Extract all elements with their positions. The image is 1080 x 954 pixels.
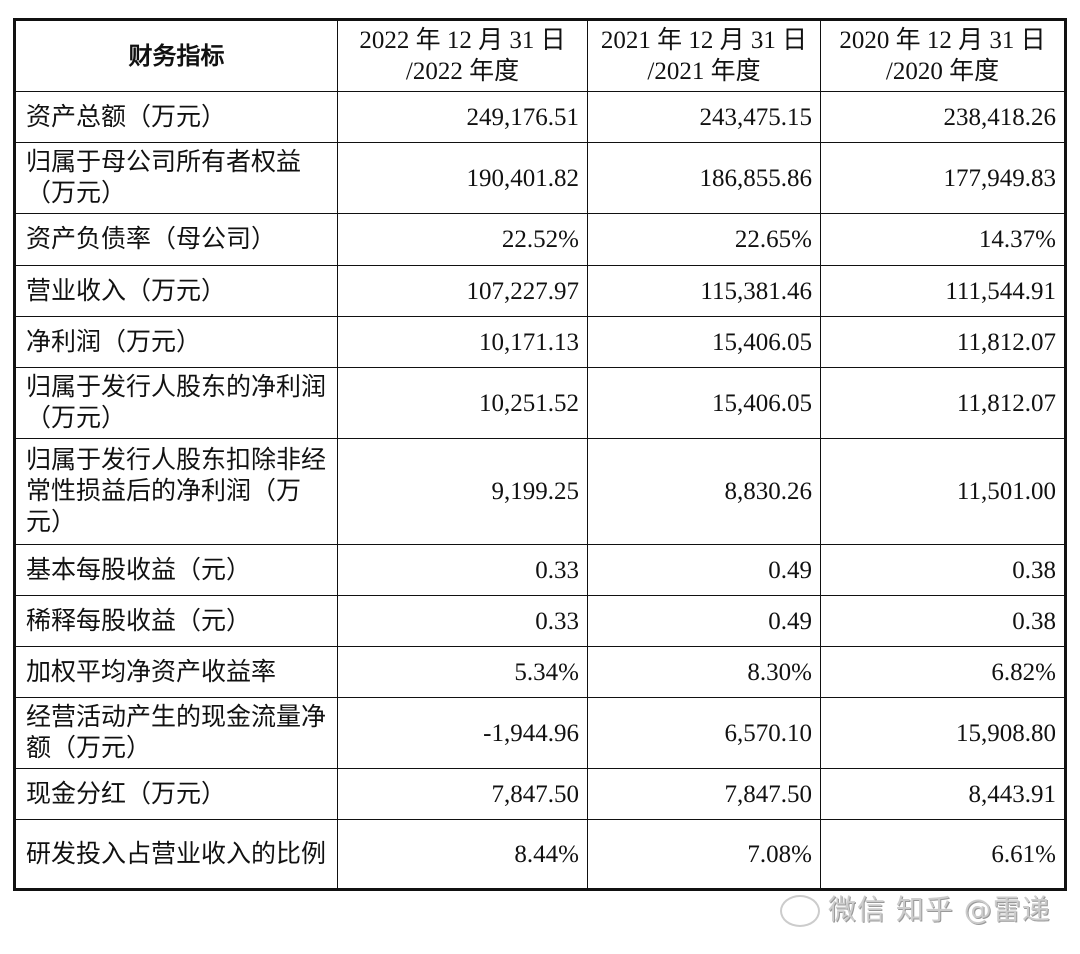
row-value-2021: 8.30% [587, 646, 821, 698]
row-value-2022: 0.33 [337, 544, 588, 596]
table-row: 稀释每股收益（元） 0.33 0.49 0.38 [14, 595, 1066, 647]
row-label: 稀释每股收益（元） [14, 595, 338, 647]
row-value-2022: 7,847.50 [337, 768, 588, 820]
header-2020-line2: /2020 年度 [885, 58, 1000, 85]
row-value-2021: 0.49 [587, 595, 821, 647]
row-value-2020: 238,418.26 [820, 91, 1066, 143]
row-value-2022: 22.52% [337, 213, 588, 266]
header-2021: 2021 年 12 月 31 日/2021 年度 [587, 19, 821, 92]
header-row: 财务指标 2022 年 12 月 31 日/2022 年度 2021 年 12 … [14, 19, 1066, 92]
watermark: 微信 知乎 @雷递 [780, 888, 1051, 928]
row-value-2022: 0.33 [337, 595, 588, 647]
header-2021-line2: /2021 年度 [647, 58, 761, 85]
table-row: 加权平均净资产收益率 5.34% 8.30% 6.82% [14, 646, 1066, 698]
row-value-2022: 249,176.51 [337, 91, 588, 143]
row-value-2020: 0.38 [820, 544, 1066, 596]
row-value-2021: 15,406.05 [587, 316, 821, 368]
table-row: 归属于发行人股东扣除非经常性损益后的净利润（万元） 9,199.25 8,830.2… [14, 438, 1066, 545]
row-label: 营业收入（万元） [14, 265, 338, 317]
financial-indicators-table: 财务指标 2022 年 12 月 31 日/2022 年度 2021 年 12 … [13, 18, 1067, 891]
table-row: 资产总额（万元） 249,176.51 243,475.15 238,418.26 [14, 91, 1066, 143]
row-value-2021: 115,381.46 [587, 265, 821, 317]
row-value-2020: 15,908.80 [820, 697, 1066, 769]
wechat-icon [780, 895, 820, 927]
header-2022-line2: /2022 年度 [405, 58, 520, 85]
header-2021-line1: 2021 年 12 月 31 日 [600, 27, 808, 54]
table-row: 归属于母公司所有者权益（万元） 190,401.82 186,855.86 177,9… [14, 142, 1066, 214]
row-label: 现金分红（万元） [14, 768, 338, 820]
header-2020: 2020 年 12 月 31 日/2020 年度 [820, 19, 1066, 92]
table-row: 营业收入（万元） 107,227.97 115,381.46 111,544.91 [14, 265, 1066, 317]
table-row: 经营活动产生的现金流量净额（万元） -1,944.96 6,570.10 15,908… [14, 697, 1066, 769]
row-value-2020: 111,544.91 [820, 265, 1066, 317]
row-value-2021: 7.08% [587, 819, 821, 890]
row-value-2021: 0.49 [587, 544, 821, 596]
row-value-2021: 8,830.26 [587, 438, 821, 545]
row-value-2020: 11,812.07 [820, 316, 1066, 368]
row-value-2022: 9,199.25 [337, 438, 588, 545]
row-label: 资产负债率（母公司） [14, 213, 338, 266]
row-value-2020: 8,443.91 [820, 768, 1066, 820]
table-row: 研发投入占营业收入的比例 8.44% 7.08% 6.61% [14, 819, 1066, 890]
watermark-text: 微信 知乎 @雷递 [828, 893, 1051, 926]
row-value-2022: 5.34% [337, 646, 588, 698]
header-indicator: 财务指标 [14, 19, 338, 92]
row-label: 基本每股收益（元） [14, 544, 338, 596]
row-value-2020: 0.38 [820, 595, 1066, 647]
row-label: 归属于发行人股东扣除非经常性损益后的净利润（万元） [14, 438, 338, 545]
row-value-2020: 11,501.00 [820, 438, 1066, 545]
row-label: 加权平均净资产收益率 [14, 646, 338, 698]
row-value-2020: 6.61% [820, 819, 1066, 890]
row-label: 净利润（万元） [14, 316, 338, 368]
row-value-2022: 10,171.13 [337, 316, 588, 368]
header-2020-line1: 2020 年 12 月 31 日 [839, 27, 1046, 54]
row-value-2020: 14.37% [820, 213, 1066, 266]
row-value-2021: 15,406.05 [587, 367, 821, 439]
table-row: 归属于发行人股东的净利润（万元） 10,251.52 15,406.05 11,812… [14, 367, 1066, 439]
row-value-2021: 22.65% [587, 213, 821, 266]
row-value-2020: 11,812.07 [820, 367, 1066, 439]
header-2022-line1: 2022 年 12 月 31 日 [359, 27, 566, 54]
table-row: 资产负债率（母公司） 22.52% 22.65% 14.37% [14, 213, 1066, 266]
row-label: 归属于母公司所有者权益（万元） [14, 142, 338, 214]
row-value-2020: 6.82% [820, 646, 1066, 698]
header-2022: 2022 年 12 月 31 日/2022 年度 [337, 19, 588, 92]
row-value-2022: 10,251.52 [337, 367, 588, 439]
table-row: 基本每股收益（元） 0.33 0.49 0.38 [14, 544, 1066, 596]
row-value-2022: 190,401.82 [337, 142, 588, 214]
row-value-2021: 243,475.15 [587, 91, 821, 143]
table-row: 现金分红（万元） 7,847.50 7,847.50 8,443.91 [14, 768, 1066, 820]
row-label: 研发投入占营业收入的比例 [14, 819, 338, 890]
row-value-2020: 177,949.83 [820, 142, 1066, 214]
row-value-2021: 186,855.86 [587, 142, 821, 214]
row-label: 资产总额（万元） [14, 91, 338, 143]
table-row: 净利润（万元） 10,171.13 15,406.05 11,812.07 [14, 316, 1066, 368]
row-label: 经营活动产生的现金流量净额（万元） [14, 697, 338, 769]
row-value-2021: 6,570.10 [587, 697, 821, 769]
row-value-2022: 8.44% [337, 819, 588, 890]
row-label: 归属于发行人股东的净利润（万元） [14, 367, 338, 439]
row-value-2022: -1,944.96 [337, 697, 588, 769]
row-value-2022: 107,227.97 [337, 265, 588, 317]
row-value-2021: 7,847.50 [587, 768, 821, 820]
